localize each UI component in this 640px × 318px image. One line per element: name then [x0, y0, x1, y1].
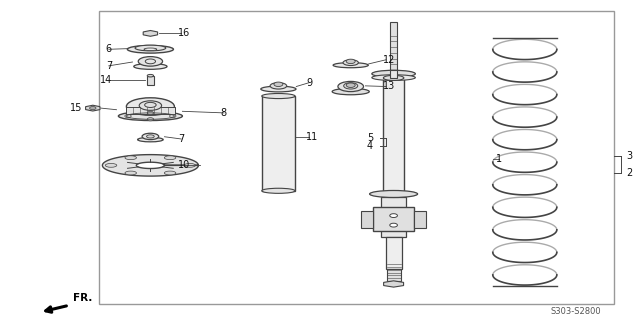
Bar: [99, 11, 614, 304]
Ellipse shape: [135, 45, 166, 51]
Ellipse shape: [147, 118, 154, 121]
Ellipse shape: [126, 98, 174, 115]
Bar: [372, 207, 415, 232]
Ellipse shape: [147, 111, 154, 114]
Ellipse shape: [125, 156, 136, 160]
Text: 2: 2: [626, 168, 632, 178]
Text: 6: 6: [106, 44, 112, 54]
Circle shape: [90, 107, 96, 110]
Text: 4: 4: [367, 141, 373, 151]
Text: 16: 16: [178, 28, 190, 38]
Ellipse shape: [338, 81, 364, 92]
Text: 8: 8: [221, 108, 227, 118]
Polygon shape: [383, 281, 404, 287]
Text: FR.: FR.: [73, 293, 92, 303]
Text: S303-S2800: S303-S2800: [550, 307, 602, 316]
Text: 7: 7: [178, 134, 184, 144]
Text: 7: 7: [106, 61, 112, 71]
Bar: [415, 211, 426, 228]
Bar: [385, 237, 402, 269]
Ellipse shape: [144, 48, 157, 51]
Text: 3: 3: [626, 151, 632, 161]
Ellipse shape: [262, 93, 295, 99]
Ellipse shape: [344, 83, 358, 89]
Text: 1: 1: [496, 154, 502, 164]
Ellipse shape: [164, 171, 176, 175]
Text: 15: 15: [70, 103, 82, 113]
Ellipse shape: [147, 135, 154, 138]
Ellipse shape: [184, 163, 196, 167]
Ellipse shape: [140, 101, 161, 110]
Bar: [381, 197, 406, 237]
Ellipse shape: [261, 86, 296, 92]
Bar: [361, 211, 372, 228]
Ellipse shape: [125, 171, 136, 175]
Circle shape: [390, 223, 397, 227]
Text: 9: 9: [306, 78, 312, 88]
Text: 11: 11: [306, 132, 318, 142]
Polygon shape: [143, 31, 157, 36]
Ellipse shape: [343, 60, 358, 66]
Circle shape: [390, 214, 397, 218]
Text: 13: 13: [383, 81, 395, 92]
Text: 5: 5: [367, 133, 373, 143]
Bar: [387, 269, 401, 281]
Ellipse shape: [138, 137, 163, 142]
Bar: [390, 22, 397, 70]
Ellipse shape: [105, 163, 116, 167]
Ellipse shape: [134, 64, 167, 69]
Bar: [126, 107, 175, 114]
Bar: [383, 78, 404, 192]
Ellipse shape: [127, 45, 173, 53]
Text: 14: 14: [100, 75, 112, 85]
Polygon shape: [102, 155, 198, 176]
Ellipse shape: [332, 88, 369, 95]
Bar: [390, 70, 397, 78]
Ellipse shape: [262, 188, 295, 193]
Ellipse shape: [170, 114, 176, 118]
Text: 12: 12: [383, 55, 395, 65]
Circle shape: [274, 82, 283, 86]
Bar: [147, 76, 154, 85]
Ellipse shape: [372, 75, 415, 80]
Ellipse shape: [270, 83, 287, 89]
Ellipse shape: [383, 75, 404, 80]
Ellipse shape: [118, 112, 182, 121]
Circle shape: [346, 83, 355, 87]
Circle shape: [346, 59, 355, 64]
Bar: [262, 96, 295, 191]
Ellipse shape: [147, 74, 154, 77]
Ellipse shape: [138, 57, 163, 66]
Ellipse shape: [125, 114, 131, 118]
Ellipse shape: [372, 70, 415, 77]
Polygon shape: [86, 105, 100, 111]
Ellipse shape: [142, 133, 159, 140]
Text: 10: 10: [178, 160, 190, 170]
Ellipse shape: [370, 190, 418, 197]
Ellipse shape: [333, 63, 369, 68]
Ellipse shape: [164, 156, 176, 160]
